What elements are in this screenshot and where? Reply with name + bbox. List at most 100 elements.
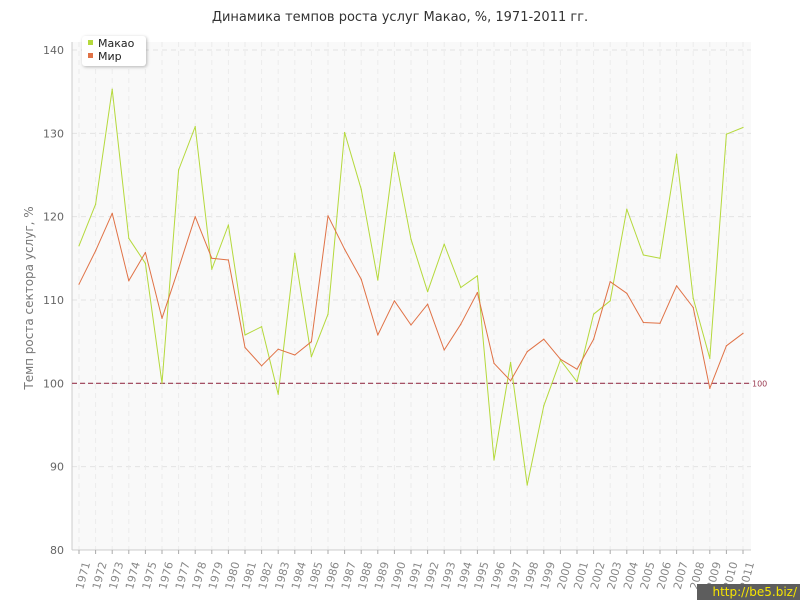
data-point bbox=[144, 262, 146, 264]
data-point bbox=[460, 286, 462, 289]
data-point bbox=[443, 349, 445, 351]
legend-swatch-world bbox=[88, 53, 93, 58]
x-tick-labels: 1971197219731974197519761977197819791980… bbox=[73, 550, 757, 591]
legend-item-makao[interactable]: Макао bbox=[88, 38, 134, 50]
data-point bbox=[443, 243, 445, 245]
data-point bbox=[128, 237, 130, 239]
grid-lines bbox=[72, 42, 751, 550]
data-point bbox=[327, 313, 329, 315]
data-point bbox=[244, 346, 246, 349]
data-point bbox=[277, 348, 279, 350]
data-point bbox=[626, 208, 628, 210]
legend: Макао Мир bbox=[82, 36, 146, 66]
y-tick-label: 120 bbox=[43, 211, 64, 224]
series-lines bbox=[78, 88, 744, 486]
data-point bbox=[377, 279, 379, 281]
data-point bbox=[261, 365, 263, 367]
legend-swatch-makao bbox=[88, 40, 93, 45]
data-point bbox=[211, 268, 213, 270]
data-point bbox=[526, 351, 528, 353]
reference-line-label: 100 bbox=[752, 379, 767, 388]
data-point bbox=[427, 303, 429, 305]
data-point bbox=[78, 245, 80, 247]
data-point bbox=[676, 285, 678, 287]
data-point bbox=[692, 306, 694, 309]
data-point bbox=[476, 291, 478, 294]
data-point bbox=[493, 459, 495, 461]
data-point bbox=[543, 405, 545, 407]
data-point bbox=[194, 216, 196, 218]
data-point bbox=[676, 153, 678, 155]
data-point bbox=[144, 251, 146, 254]
data-point bbox=[294, 354, 296, 356]
legend-label-makao: Макао bbox=[98, 37, 135, 50]
y-tick-label: 130 bbox=[43, 127, 64, 140]
data-point bbox=[510, 361, 512, 364]
data-point bbox=[95, 250, 97, 252]
data-point bbox=[593, 313, 595, 315]
data-point bbox=[111, 212, 113, 214]
data-point bbox=[725, 133, 728, 135]
data-point bbox=[294, 252, 296, 254]
data-point bbox=[161, 317, 163, 319]
data-point bbox=[709, 387, 711, 389]
data-point bbox=[642, 321, 645, 324]
data-point bbox=[576, 368, 578, 370]
data-point bbox=[593, 338, 595, 340]
data-point bbox=[194, 126, 196, 128]
y-tick-label: 110 bbox=[43, 294, 64, 307]
data-point bbox=[659, 257, 661, 259]
watermark: http://be5.biz/ bbox=[697, 584, 800, 600]
data-point bbox=[427, 291, 429, 293]
data-point bbox=[393, 300, 395, 302]
data-point bbox=[410, 238, 412, 240]
data-point bbox=[559, 358, 562, 360]
legend-label-world: Мир bbox=[98, 50, 122, 63]
data-point bbox=[244, 334, 246, 336]
data-point bbox=[476, 275, 478, 277]
y-tick-label: 80 bbox=[50, 544, 64, 557]
data-point bbox=[227, 259, 229, 261]
data-point bbox=[742, 126, 744, 129]
data-point bbox=[78, 283, 80, 285]
data-point bbox=[277, 393, 279, 395]
data-point bbox=[543, 338, 545, 340]
data-point bbox=[227, 224, 229, 226]
data-point bbox=[161, 382, 163, 384]
data-point bbox=[709, 357, 711, 359]
data-point bbox=[327, 215, 329, 217]
data-point bbox=[393, 151, 395, 154]
data-point bbox=[310, 356, 312, 358]
data-point bbox=[360, 278, 362, 280]
data-point bbox=[460, 323, 462, 325]
data-point bbox=[344, 131, 346, 134]
data-point bbox=[360, 188, 362, 190]
data-point bbox=[742, 332, 744, 334]
data-point bbox=[128, 280, 130, 282]
data-point bbox=[510, 380, 512, 382]
data-point bbox=[344, 248, 346, 250]
data-point bbox=[261, 326, 263, 328]
data-point bbox=[178, 267, 180, 269]
data-point bbox=[95, 203, 97, 205]
y-tick-labels: 80 90 100 110 120 130 140 bbox=[43, 44, 64, 557]
chart-title: Динамика темпов роста услуг Макао, %, 19… bbox=[211, 10, 589, 25]
y-tick-label: 140 bbox=[43, 44, 64, 57]
data-point bbox=[659, 322, 661, 324]
reference-line-group: 100 bbox=[72, 379, 767, 388]
data-point bbox=[111, 88, 113, 90]
y-tick-label: 100 bbox=[43, 377, 64, 390]
data-point bbox=[178, 169, 180, 171]
legend-item-world[interactable]: Мир bbox=[88, 51, 122, 63]
data-point bbox=[692, 297, 694, 299]
y-axis-label: Темп роста сектора услуг, % bbox=[22, 206, 36, 390]
data-point bbox=[377, 334, 379, 336]
data-point bbox=[310, 341, 312, 343]
data-point bbox=[609, 300, 611, 302]
data-point bbox=[493, 362, 495, 364]
data-point bbox=[725, 345, 728, 347]
data-point bbox=[576, 381, 578, 383]
data-point bbox=[626, 292, 628, 294]
data-point bbox=[526, 484, 528, 486]
